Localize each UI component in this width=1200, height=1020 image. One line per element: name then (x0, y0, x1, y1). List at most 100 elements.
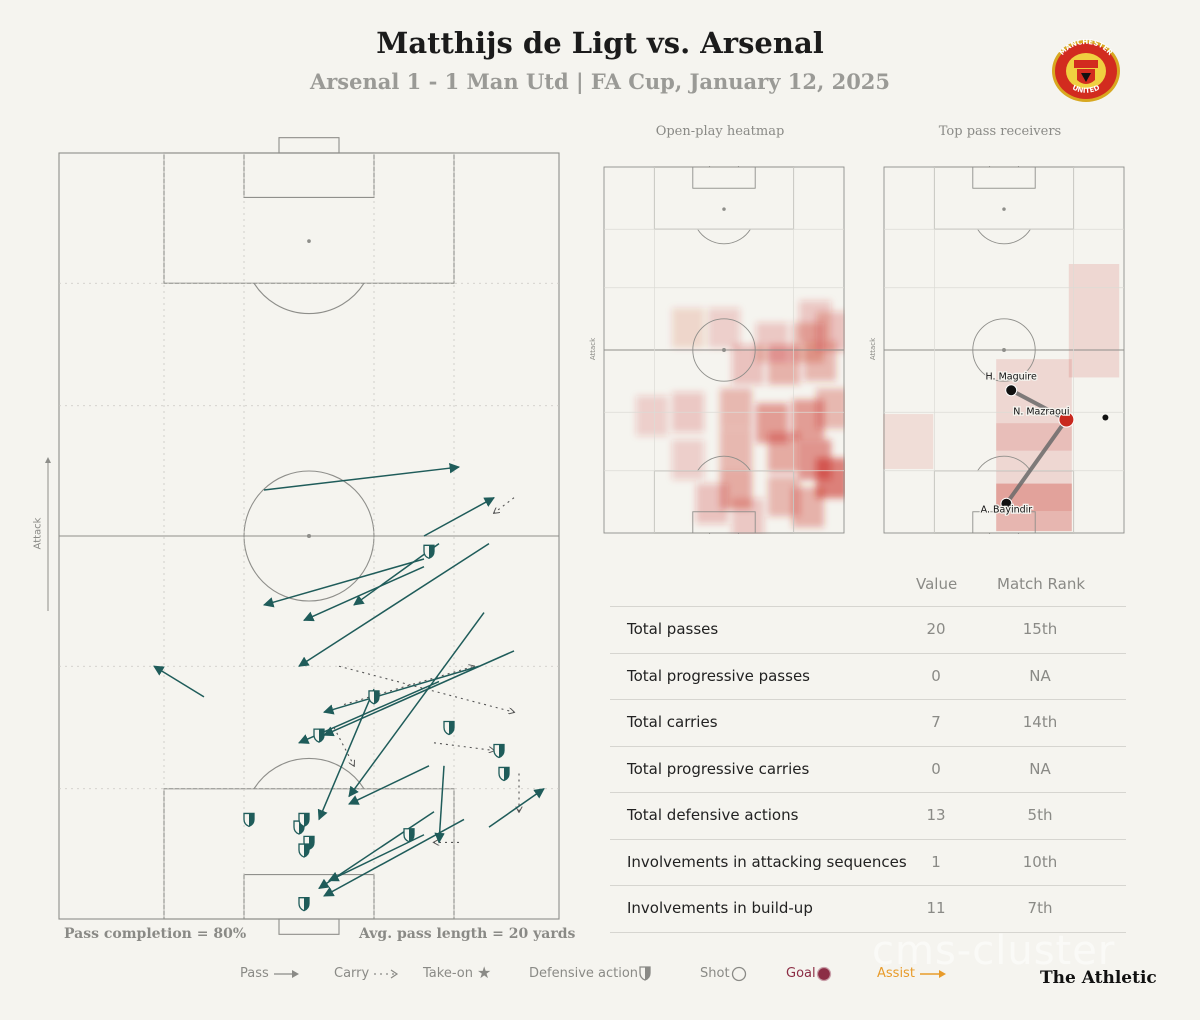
grid-lines (884, 167, 1124, 533)
defensive-action-marker (423, 544, 435, 560)
defensive-action-marker (313, 728, 325, 743)
pass-completion: Pass completion = 80% (64, 926, 247, 942)
pass-arrow (348, 765, 430, 805)
col-value-header: Value (916, 575, 958, 593)
goal-circle-icon (816, 966, 832, 982)
pass-link (1009, 388, 1069, 422)
grid-lines (59, 153, 559, 919)
carry-arrow (494, 497, 515, 513)
heatmap-pitch (603, 166, 845, 534)
stats-row: Total passes 20 15th (610, 606, 1126, 653)
bottom-goal (278, 918, 340, 935)
receiver-zone (996, 359, 1072, 451)
pass-arrow (488, 788, 545, 828)
stat-value: 20 (926, 620, 946, 638)
legend-defensive: Defensive action (529, 966, 639, 981)
receiver-dot (1102, 414, 1109, 421)
stats-row: Total defensive actions 13 5th (610, 792, 1126, 839)
heatmap-attack-label: Attack (589, 337, 598, 361)
legend-shot: Shot (700, 966, 730, 981)
heatmap-cell (768, 344, 800, 385)
svg-text:UNITED: UNITED (1071, 84, 1101, 95)
defensive-action-marker (498, 766, 510, 782)
stat-rank: 7th (1027, 899, 1053, 917)
pass-arrow (328, 834, 425, 882)
defensive-action-marker (493, 743, 505, 759)
bottom-penalty-arc (253, 757, 365, 790)
pass-arrow (262, 558, 425, 608)
attack-arrow-icon (45, 457, 51, 611)
pass-arrow (323, 818, 465, 897)
top-penalty-arc (253, 282, 365, 315)
centre-spot (722, 348, 726, 352)
heatmap-cell (816, 388, 845, 429)
pass-arrow (423, 497, 495, 537)
pass-arrow (298, 543, 490, 667)
assist-arrow-icon (920, 970, 946, 978)
defensive-action-marker (243, 812, 255, 828)
top-penalty-box (163, 152, 455, 284)
receiver-node: H. Maguire (984, 370, 1038, 397)
heatmap-cell (672, 439, 704, 480)
pass-arrow (153, 665, 205, 698)
top-penalty-spot (1002, 207, 1006, 211)
heatmap-title: Open-play heatmap (655, 124, 785, 139)
top-penalty-box (933, 166, 1075, 230)
top-penalty-arc (697, 228, 751, 245)
top-penalty-spot (722, 207, 726, 211)
pass-arrow (434, 765, 445, 844)
stat-rank: 15th (1022, 620, 1058, 638)
heatmap-cell (720, 428, 752, 469)
centre-spot (306, 533, 312, 539)
pass-arrow (322, 665, 480, 715)
top-penalty-spot (307, 239, 311, 243)
stat-label: Total progressive carries (627, 759, 810, 778)
heatmap-cell (804, 340, 836, 381)
legend-assist: Assist (877, 966, 915, 981)
receiver-zone (1068, 263, 1120, 378)
stat-rank: NA (1029, 666, 1051, 685)
stat-rank: 5th (1027, 806, 1053, 824)
star-icon: ★ (477, 963, 492, 982)
legend-takeon: Take-on (423, 966, 473, 981)
event-map-pitch (58, 137, 560, 935)
shield-icon (639, 966, 651, 981)
stats-row: Total progressive carries 0 NA (610, 745, 1126, 793)
receiver-label: A. Bayindir (981, 505, 1033, 516)
heatmap-cell (720, 388, 752, 429)
defensive-action-marker (298, 897, 310, 912)
stat-label: Total passes (627, 620, 719, 638)
pass-arrow (303, 565, 425, 622)
legend-goal: Goal (786, 966, 816, 981)
stat-value: 1 (931, 852, 941, 871)
stats-row: Total progressive passes 0 NA (610, 652, 1126, 700)
receiver-zone (883, 414, 934, 469)
legend: Pass Carry Take-on ★ Defensive action Sh… (240, 963, 960, 986)
bottom-six-yard-box (243, 874, 375, 920)
match-subtitle: Arsenal 1 - 1 Man Utd | FA Cup, January … (309, 69, 891, 94)
carry-arrow (343, 666, 474, 706)
receiver-label: H. Maguire (986, 371, 1037, 382)
stat-rank: NA (1029, 759, 1051, 778)
stats-table: Total passes 20 15th Total progressive pass… (610, 606, 1126, 933)
stat-value: 7 (931, 713, 941, 731)
pass-arrow (317, 688, 375, 821)
defensive-action-marker (403, 828, 415, 843)
heatmap-cell (696, 483, 728, 524)
centre-circle (692, 318, 756, 382)
col-rank-header: Match Rank (997, 575, 1086, 593)
stat-value: 13 (926, 806, 946, 824)
stats-row: Total carries 7 14th (610, 699, 1126, 746)
stat-rank: 10th (1022, 852, 1058, 871)
top-six-yard-box (243, 152, 375, 198)
receivers-pitch: H. Maguire N. Mazraoui A. Bayindir (883, 166, 1125, 534)
watermark: cms-cluster (872, 928, 1116, 974)
stat-label: Total carries (627, 713, 718, 731)
pass-arrow (348, 612, 485, 798)
pass-link (1004, 417, 1069, 506)
pass-arrow (263, 462, 461, 491)
heatmap-cell (708, 308, 740, 349)
bottom-penalty-arc (697, 455, 751, 472)
page-title: Matthijs de Ligt vs. Arsenal (376, 26, 824, 60)
pass-arrow (323, 650, 515, 737)
